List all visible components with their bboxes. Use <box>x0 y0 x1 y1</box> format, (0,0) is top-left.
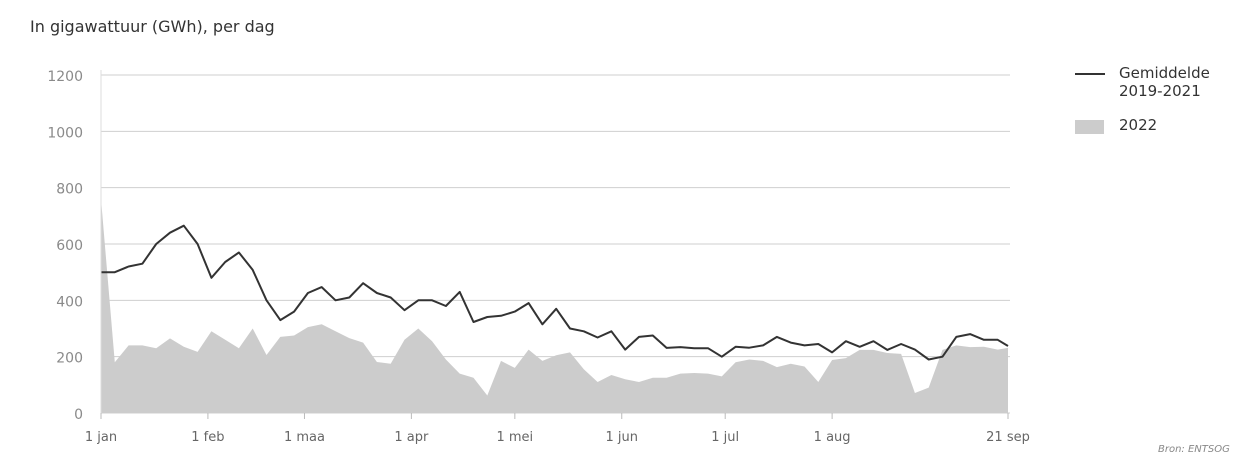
legend-label-average-years: 2019-2021 <box>1119 82 1201 100</box>
x-tick-label: 1 mei <box>496 430 533 445</box>
y-tick-label: 600 <box>56 238 83 254</box>
x-tick-label: 21 sep <box>986 430 1030 445</box>
x-tick-label: 1 jul <box>711 430 739 445</box>
y-tick-label: 1000 <box>47 125 83 141</box>
x-tick-label: 1 jun <box>605 430 638 445</box>
legend-area-swatch <box>1075 120 1104 134</box>
chart-title: In gigawattuur (GWh), per dag <box>30 17 275 36</box>
source-note: Bron: ENTSOG <box>1158 444 1230 455</box>
legend-label-2022: 2022 <box>1119 116 1158 134</box>
x-tick-label: 1 jan <box>85 430 117 445</box>
y-axis-ticks: 0 200 400 600 800 1000 1200 <box>47 69 83 423</box>
x-tick-label: 1 feb <box>191 430 224 445</box>
legend: Gemiddelde 2019-2021 2022 <box>1075 64 1210 134</box>
y-tick-label: 400 <box>56 294 83 310</box>
y-tick-label: 200 <box>56 351 83 367</box>
x-tick-label: 1 aug <box>814 430 851 445</box>
legend-item-2022: 2022 <box>1075 116 1210 134</box>
legend-line-swatch <box>1075 73 1105 75</box>
y-tick-label: 800 <box>56 182 83 198</box>
area-2022 <box>101 198 1008 413</box>
legend-item-average: Gemiddelde 2019-2021 <box>1075 64 1210 100</box>
x-tick-label: 1 maa <box>284 430 325 445</box>
y-tick-label: 0 <box>74 407 83 423</box>
x-tick-label: 1 apr <box>394 430 429 445</box>
y-tick-label: 1200 <box>47 69 83 85</box>
line-average-2019-2021 <box>101 224 1009 361</box>
x-axis-ticks: 1 jan 1 feb 1 maa 1 apr 1 mei 1 jun 1 jul 1 aug… <box>85 413 1030 445</box>
legend-label-average: Gemiddelde <box>1119 64 1210 82</box>
